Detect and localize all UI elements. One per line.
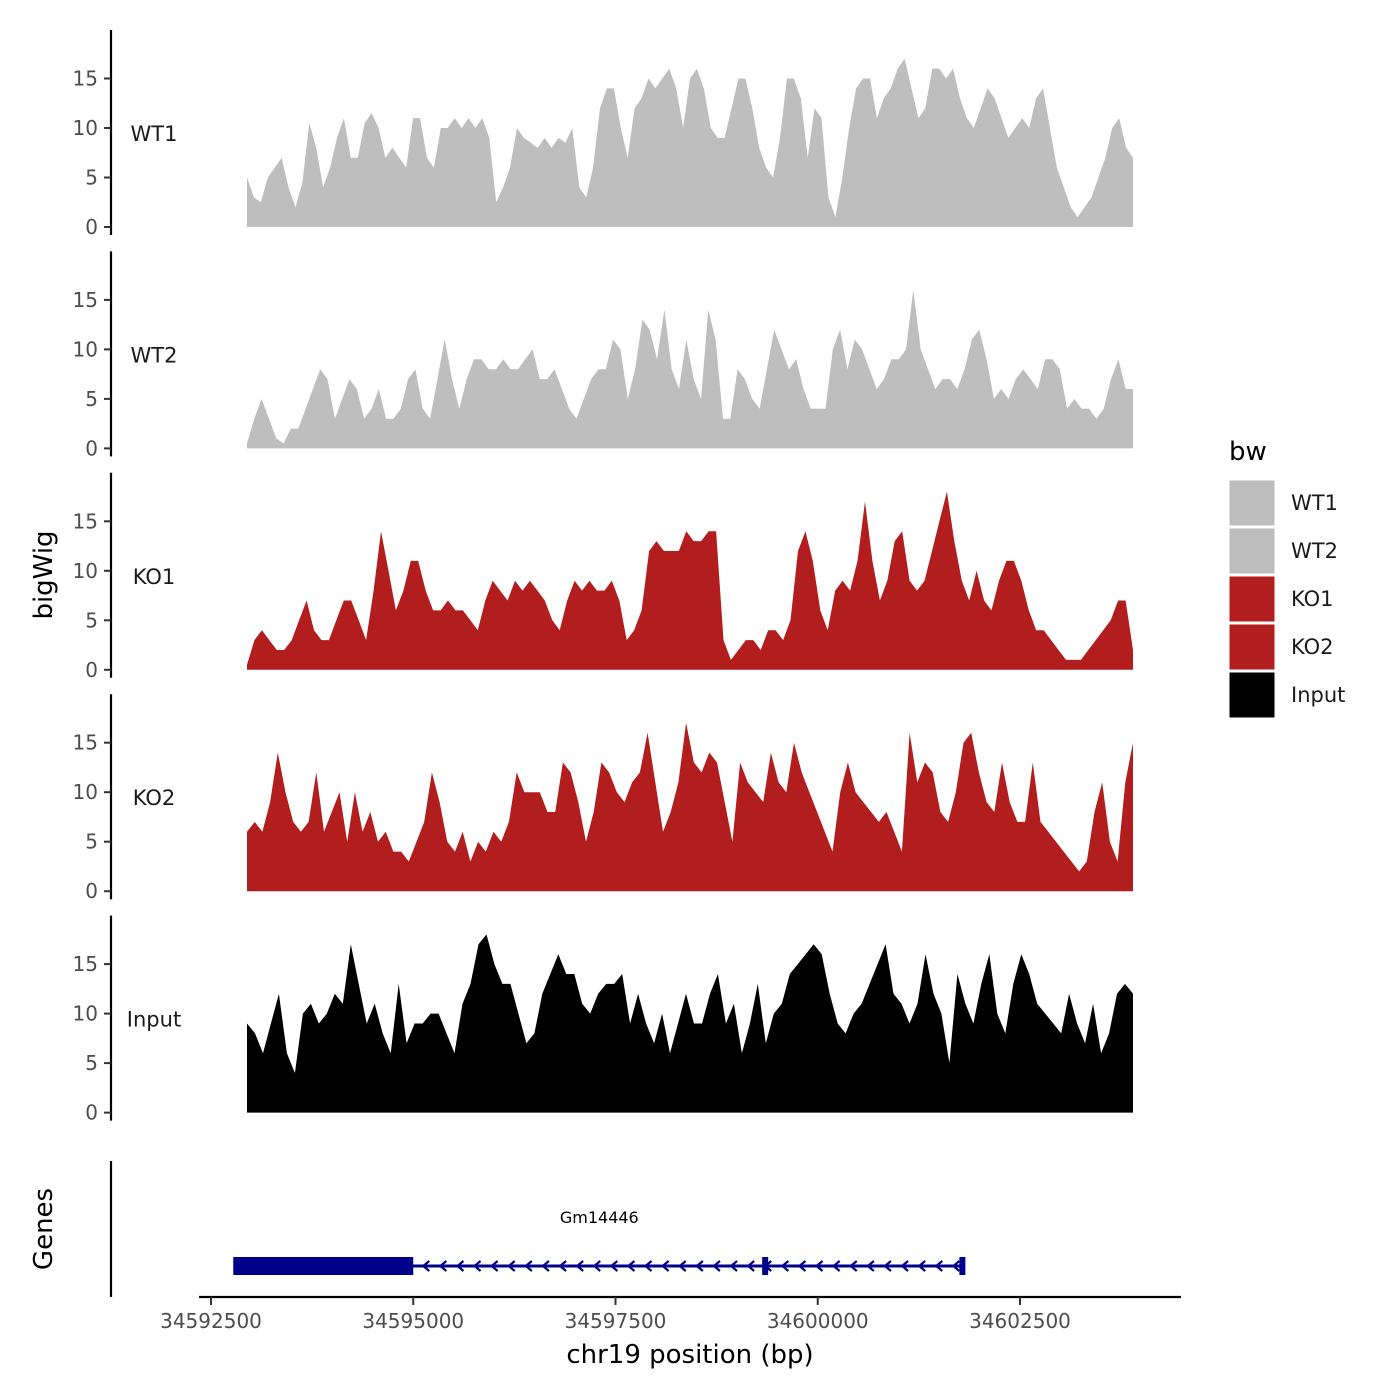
gene-label: Gm14446 xyxy=(560,1208,639,1227)
y-tick-label: 0 xyxy=(85,436,98,460)
gene-exon xyxy=(235,1257,414,1275)
y-tick-label: 0 xyxy=(85,1101,98,1125)
track-wt2: 0 5 10 15 WT2 xyxy=(73,251,1133,460)
y-tick-label: 0 xyxy=(85,879,98,903)
strand-arrow xyxy=(849,1260,858,1272)
strand-arrow xyxy=(472,1260,482,1272)
track-label: WT1 xyxy=(131,122,178,146)
legend-key-ko1 xyxy=(1228,575,1276,623)
strand-arrow xyxy=(934,1260,943,1272)
y-tick-label: 10 xyxy=(73,780,98,804)
x-tick-label: 34602500 xyxy=(969,1309,1071,1333)
x-tick-label: 34592500 xyxy=(160,1309,262,1333)
strand-arrow xyxy=(695,1260,704,1272)
y-tick-label: 15 xyxy=(73,952,98,976)
area-wt1 xyxy=(247,58,1133,228)
strand-arrow xyxy=(951,1260,961,1272)
y-tick-label: 10 xyxy=(73,1002,98,1026)
legend-label-wt2: WT2 xyxy=(1291,539,1338,563)
y-tick-label: 10 xyxy=(73,559,98,583)
strand-arrow xyxy=(729,1260,738,1272)
strand-arrow xyxy=(541,1260,550,1272)
track-ko2: 0 5 10 15 KO2 xyxy=(73,694,1133,903)
legend-label-ko1: KO1 xyxy=(1291,587,1334,611)
y-tick-label: 5 xyxy=(85,1051,98,1075)
strand-arrow xyxy=(524,1260,533,1272)
strand-arrow xyxy=(678,1260,687,1272)
legend-label-input: Input xyxy=(1291,683,1345,707)
y-tick-label: 10 xyxy=(73,337,98,361)
y-tick-label: 5 xyxy=(85,830,98,854)
track-label: Input xyxy=(127,1008,181,1032)
legend: bw WT1 WT2 KO1 KO2 Input xyxy=(1228,437,1345,719)
strand-arrow xyxy=(455,1260,465,1272)
y-tick-label: 10 xyxy=(73,116,98,140)
strand-arrow xyxy=(643,1260,653,1272)
area-wt2 xyxy=(247,290,1133,449)
strand-arrow xyxy=(712,1260,721,1272)
strand-arrow xyxy=(763,1260,772,1272)
x-axis-ticks: 34592500 34595000 34597500 34600000 34602500 xyxy=(160,1297,1071,1333)
area-ko1 xyxy=(247,491,1133,670)
track-input: 0 5 10 15 Input xyxy=(73,915,1133,1125)
y-tick-label: 5 xyxy=(85,608,98,632)
y-tick-label: 15 xyxy=(73,731,98,755)
y-tick-label: 15 xyxy=(73,67,98,91)
strand-arrow xyxy=(558,1260,567,1272)
y-tick-label: 5 xyxy=(85,166,98,190)
legend-label-ko2: KO2 xyxy=(1291,635,1334,659)
x-tick-label: 34597500 xyxy=(565,1309,667,1333)
strand-arrow xyxy=(626,1260,636,1272)
strand-arrow xyxy=(438,1260,448,1272)
strand-arrow xyxy=(831,1260,841,1272)
strand-arrow xyxy=(797,1260,807,1272)
area-input xyxy=(247,934,1133,1113)
y-tick-label: 0 xyxy=(85,658,98,682)
genes-panel: Gm14446 34592500 34595000 34597500 34600000… xyxy=(29,1161,1181,1370)
strand-arrow xyxy=(900,1260,909,1272)
track-label: KO1 xyxy=(133,565,176,589)
signal-tracks: 0 5 10 15 WT1 0 5 10 15 WT2 0 5 10 15 KO1 0 5 10 15 KO2 0 5 10… xyxy=(73,30,1133,1125)
strand-arrow xyxy=(917,1260,926,1272)
x-tick-label: 34595000 xyxy=(362,1309,464,1333)
y-tick-label: 5 xyxy=(85,387,98,411)
track-label: KO2 xyxy=(133,786,176,810)
track-wt1: 0 5 10 15 WT1 xyxy=(73,30,1133,239)
legend-key-input xyxy=(1228,671,1276,719)
gene-model xyxy=(233,1257,966,1275)
x-tick-label: 34600000 xyxy=(767,1309,869,1333)
strand-arrow xyxy=(883,1260,892,1272)
strand-arrow xyxy=(660,1260,670,1272)
legend-key-wt2 xyxy=(1228,527,1276,575)
legend-key-wt1 xyxy=(1228,479,1276,527)
legend-label-wt1: WT1 xyxy=(1291,491,1338,515)
y-tick-label: 15 xyxy=(73,288,98,312)
gene-exon-mark xyxy=(959,1257,966,1275)
strand-arrow xyxy=(489,1260,499,1272)
strand-arrow xyxy=(609,1260,619,1272)
strand-arrow xyxy=(866,1260,875,1272)
strand-arrow xyxy=(780,1260,790,1272)
y-tick-label: 15 xyxy=(73,509,98,533)
genes-axis-title: Genes xyxy=(29,1188,59,1270)
track-label: WT2 xyxy=(131,343,178,367)
legend-key-ko2 xyxy=(1228,623,1276,671)
legend-title: bw xyxy=(1229,437,1267,467)
y-tick-label: 0 xyxy=(85,215,98,239)
strand-arrow xyxy=(592,1260,601,1272)
area-ko2 xyxy=(247,722,1133,892)
strand-arrow xyxy=(746,1260,755,1272)
x-axis-title: chr19 position (bp) xyxy=(566,1340,813,1370)
strand-arrow xyxy=(575,1260,584,1272)
strand-arrow xyxy=(421,1260,430,1272)
y-axis-title: bigWig xyxy=(29,530,59,619)
gene-exon-mark xyxy=(233,1257,240,1275)
strand-arrow xyxy=(507,1260,516,1272)
strand-arrow xyxy=(814,1260,824,1272)
track-ko1: 0 5 10 15 KO1 xyxy=(73,472,1133,682)
